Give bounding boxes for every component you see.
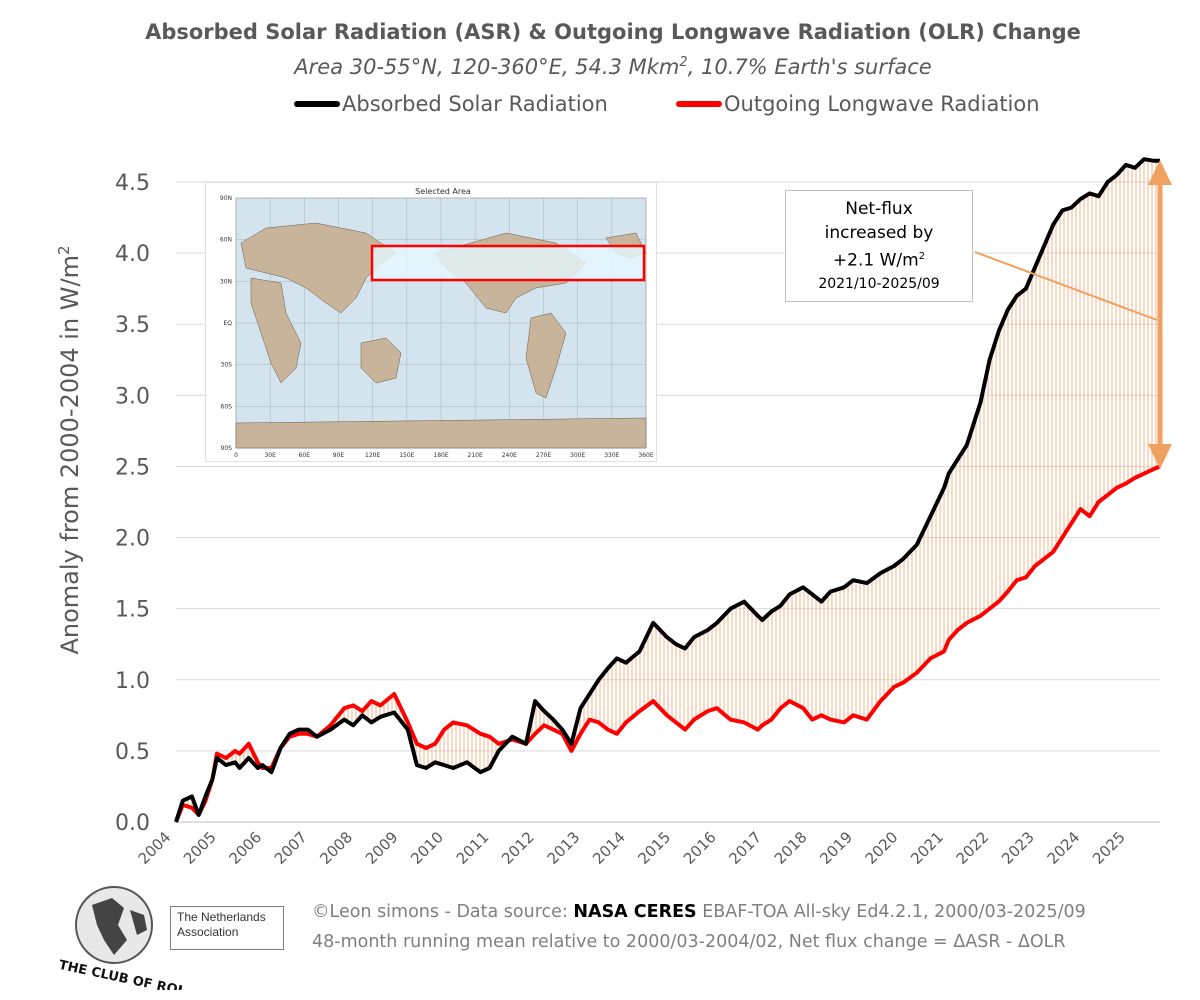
net-flux-arrow bbox=[974, 160, 1172, 469]
chart-title: Absorbed Solar Radiation (ASR) & Outgoin… bbox=[145, 20, 1081, 44]
net-flux-annotation: Net-flux increased by +2.1 W/m2 2021/10-… bbox=[785, 190, 973, 302]
map-lon-label: 240E bbox=[502, 452, 517, 459]
y-axis-label: Anomaly from 2000-2004 in W/m2 bbox=[55, 245, 84, 654]
annotation-line1: Net-flux bbox=[845, 199, 913, 219]
map-lon-label: 330E bbox=[604, 452, 619, 459]
x-tick-label: 2009 bbox=[362, 828, 402, 868]
x-tick-label: 2021 bbox=[907, 828, 947, 868]
series-line-asr bbox=[174, 157, 1160, 823]
map-lon-label: 60E bbox=[299, 452, 311, 459]
association-line1: The Netherlands bbox=[177, 910, 266, 924]
y-tick-label: 3.5 bbox=[115, 313, 150, 338]
legend-label-asr: Absorbed Solar Radiation bbox=[342, 92, 608, 116]
y-tick-label: 1.0 bbox=[115, 669, 150, 694]
map-lat-label: 60S bbox=[221, 403, 233, 410]
x-tick-label: 2020 bbox=[862, 828, 902, 868]
x-tick-label: 2016 bbox=[680, 828, 720, 868]
map-lon-label: 360E bbox=[638, 452, 653, 459]
chart-legend: Absorbed Solar Radiation Outgoing Longwa… bbox=[0, 92, 1200, 122]
x-tick-label: 2010 bbox=[407, 828, 447, 868]
map-lat-label: 60N bbox=[220, 237, 232, 244]
map-lat-label: 30S bbox=[221, 362, 233, 369]
x-tick-label: 2025 bbox=[1089, 828, 1129, 868]
x-tick-label: 2017 bbox=[725, 828, 765, 868]
x-tick-label: 2008 bbox=[316, 828, 356, 868]
map-lat-label: 90N bbox=[220, 195, 232, 202]
y-tick-label: 2.5 bbox=[115, 455, 150, 480]
legend-swatch-asr bbox=[294, 101, 340, 107]
x-tick-label: 2014 bbox=[589, 828, 629, 868]
annotation-line2: increased by bbox=[824, 223, 934, 243]
inset-map: Selected Area 90N 60N 30N EQ 30S 60S 90S 0 30E 60… bbox=[205, 182, 657, 462]
x-axis-ticks: 2004 2005 2006 2007 2008 2009 2010 2011 2012 2013… bbox=[135, 828, 1129, 868]
legend-item-asr: Absorbed Solar Radiation bbox=[294, 92, 608, 116]
series-line-olr bbox=[174, 464, 1161, 823]
y-tick-label: 0.5 bbox=[115, 740, 150, 765]
data-series bbox=[174, 157, 1161, 823]
net-flux-fill bbox=[179, 159, 1161, 813]
club-of-rome-logo: THE CLUB OF ROME bbox=[52, 880, 312, 990]
y-tick-label: 1.5 bbox=[115, 598, 150, 623]
association-box: The Netherlands Association bbox=[170, 906, 284, 950]
x-tick-label: 2019 bbox=[816, 828, 856, 868]
x-tick-label: 2012 bbox=[498, 828, 538, 868]
x-tick-label: 2023 bbox=[998, 828, 1038, 868]
map-lon-label: 210E bbox=[468, 452, 483, 459]
association-line2: Association bbox=[177, 925, 239, 939]
annotation-line4: 2021/10-2025/09 bbox=[818, 275, 940, 292]
y-tick-label: 4.0 bbox=[115, 242, 150, 267]
y-tick-label: 4.5 bbox=[115, 171, 150, 196]
x-tick-label: 2015 bbox=[635, 828, 675, 868]
legend-item-olr: Outgoing Longwave Radiation bbox=[676, 92, 1040, 116]
x-tick-label: 2022 bbox=[953, 828, 993, 868]
map-lat-label: 90S bbox=[221, 445, 233, 452]
x-tick-label: 2005 bbox=[180, 828, 220, 868]
map-lon-label: 300E bbox=[570, 452, 585, 459]
map-lon-label: 270E bbox=[536, 452, 551, 459]
map-lon-label: 150E bbox=[399, 452, 414, 459]
x-tick-label: 2024 bbox=[1044, 828, 1084, 868]
annotation-line3: +2.1 W/m2 bbox=[832, 250, 926, 271]
footer-method: 48-month running mean relative to 2000/0… bbox=[312, 932, 1066, 952]
legend-swatch-olr bbox=[676, 101, 722, 107]
map-title: Selected Area bbox=[415, 187, 471, 196]
y-tick-label: 0.0 bbox=[115, 811, 150, 836]
map-lon-label: 120E bbox=[365, 452, 380, 459]
x-tick-label: 2013 bbox=[544, 828, 584, 868]
map-lat-label: 30N bbox=[220, 278, 232, 285]
x-tick-label: 2011 bbox=[453, 828, 493, 868]
map-lon-label: 30E bbox=[264, 452, 276, 459]
map-lon-label: 0 bbox=[234, 452, 238, 459]
legend-label-olr: Outgoing Longwave Radiation bbox=[724, 92, 1040, 116]
globe-icon: THE CLUB OF ROME bbox=[57, 886, 182, 990]
x-tick-label: 2007 bbox=[271, 828, 311, 868]
map-lat-label: EQ bbox=[223, 320, 232, 327]
chart-subtitle: Area 30-55°N, 120-360°E, 54.3 Mkm2, 10.7… bbox=[294, 55, 932, 79]
y-tick-label: 2.0 bbox=[115, 527, 150, 552]
y-axis-ticks: 0.0 0.5 1.0 1.5 2.0 2.5 3.0 3.5 4.0 4.5 bbox=[115, 171, 150, 836]
footer-source: ©Leon simons - Data source: NASA CERES E… bbox=[312, 902, 1086, 922]
x-tick-label: 2018 bbox=[771, 828, 811, 868]
map-lon-label: 90E bbox=[333, 452, 345, 459]
x-tick-label: 2006 bbox=[225, 828, 265, 868]
map-lon-label: 180E bbox=[433, 452, 448, 459]
y-tick-label: 3.0 bbox=[115, 384, 150, 409]
selected-area-box bbox=[370, 244, 646, 282]
